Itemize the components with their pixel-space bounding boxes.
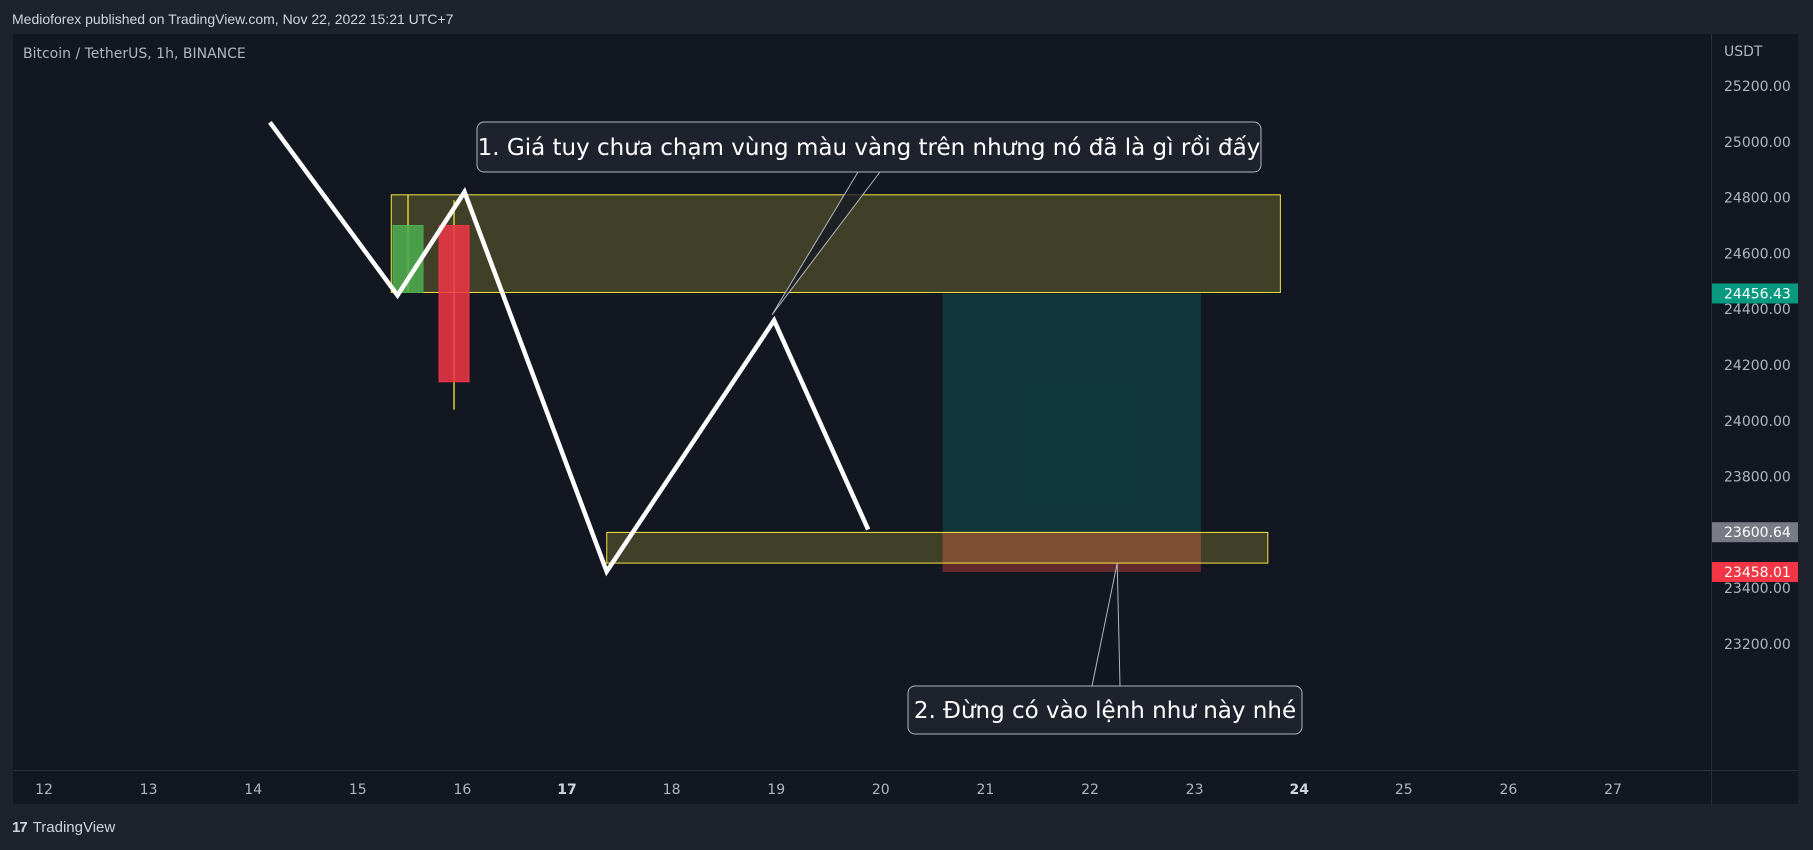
callout-text: 1. Giá tuy chưa chạm vùng màu vàng trên … bbox=[478, 135, 1261, 161]
callout-1[interactable]: 1. Giá tuy chưa chạm vùng màu vàng trên … bbox=[476, 121, 1262, 316]
support-zone[interactable] bbox=[606, 531, 1269, 564]
y-tick-label: 24400.00 bbox=[1724, 302, 1791, 318]
x-tick-label: 26 bbox=[1499, 782, 1517, 798]
y-tick-label: 23800.00 bbox=[1724, 470, 1791, 486]
time-axis[interactable] bbox=[13, 771, 1711, 804]
x-tick-label: 21 bbox=[976, 782, 994, 798]
price-badge bbox=[1712, 283, 1798, 304]
currency-label: USDT bbox=[1724, 44, 1763, 60]
price-badge-label: 24456.43 bbox=[1724, 286, 1791, 302]
callout-box bbox=[476, 121, 1262, 173]
x-tick-label: 18 bbox=[663, 782, 681, 798]
x-tick-label: 13 bbox=[140, 782, 158, 798]
price-chart[interactable]: Bitcoin / TetherUS, 1h, BINANCE USDT 25200… bbox=[0, 0, 1813, 808]
x-tick-label: 22 bbox=[1081, 782, 1099, 798]
x-tick-label: 27 bbox=[1604, 782, 1622, 798]
price-badge bbox=[1712, 562, 1798, 583]
candle-body[interactable] bbox=[438, 225, 470, 383]
x-tick-label: 15 bbox=[349, 782, 367, 798]
symbol-legend: Bitcoin / TetherUS, 1h, BINANCE bbox=[23, 46, 246, 62]
target-zone[interactable] bbox=[942, 293, 1201, 533]
price-badge bbox=[1712, 522, 1798, 543]
publish-header: Medioforex published on TradingView.com,… bbox=[0, 0, 1813, 34]
y-tick-label: 23400.00 bbox=[1724, 581, 1791, 597]
x-tick-label: 19 bbox=[767, 782, 785, 798]
y-tick-label: 24600.00 bbox=[1724, 246, 1791, 262]
tradingview-logo[interactable]: 17 TradingView bbox=[12, 819, 115, 836]
callout-pointer bbox=[1091, 562, 1121, 687]
footer-bar: 17 TradingView bbox=[0, 808, 1813, 850]
x-tick-label: 12 bbox=[35, 782, 53, 798]
y-tick-label: 24800.00 bbox=[1724, 191, 1791, 207]
price-axis[interactable] bbox=[1712, 34, 1798, 804]
x-tick-label: 14 bbox=[244, 782, 262, 798]
x-tick-label: 25 bbox=[1395, 782, 1413, 798]
price-path-drawing[interactable] bbox=[268, 120, 871, 577]
x-tick-label: 20 bbox=[872, 782, 890, 798]
publish-info: Medioforex published on TradingView.com,… bbox=[12, 11, 454, 27]
y-tick-label: 24200.00 bbox=[1724, 358, 1791, 374]
price-badge-label: 23600.64 bbox=[1724, 525, 1791, 541]
callout-2[interactable]: 2. Đừng có vào lệnh như này nhé bbox=[907, 562, 1303, 735]
tradingview-logo-icon: 17 bbox=[12, 819, 28, 836]
callout-text: 2. Đừng có vào lệnh như này nhé bbox=[914, 698, 1296, 724]
price-badge-label: 23458.01 bbox=[1724, 565, 1791, 581]
x-tick-label: 16 bbox=[453, 782, 471, 798]
y-tick-label: 25000.00 bbox=[1724, 135, 1791, 151]
y-tick-label: 24000.00 bbox=[1724, 414, 1791, 430]
callout-box bbox=[907, 685, 1303, 735]
y-tick-label: 25200.00 bbox=[1724, 79, 1791, 95]
callout-pointer bbox=[771, 171, 881, 316]
x-tick-label: 23 bbox=[1186, 782, 1204, 798]
tradingview-brand: TradingView bbox=[32, 819, 116, 836]
stop-zone[interactable] bbox=[942, 532, 1201, 573]
y-tick-label: 23200.00 bbox=[1724, 637, 1791, 653]
x-tick-label: 17 bbox=[557, 782, 576, 798]
x-tick-label: 24 bbox=[1289, 782, 1309, 798]
